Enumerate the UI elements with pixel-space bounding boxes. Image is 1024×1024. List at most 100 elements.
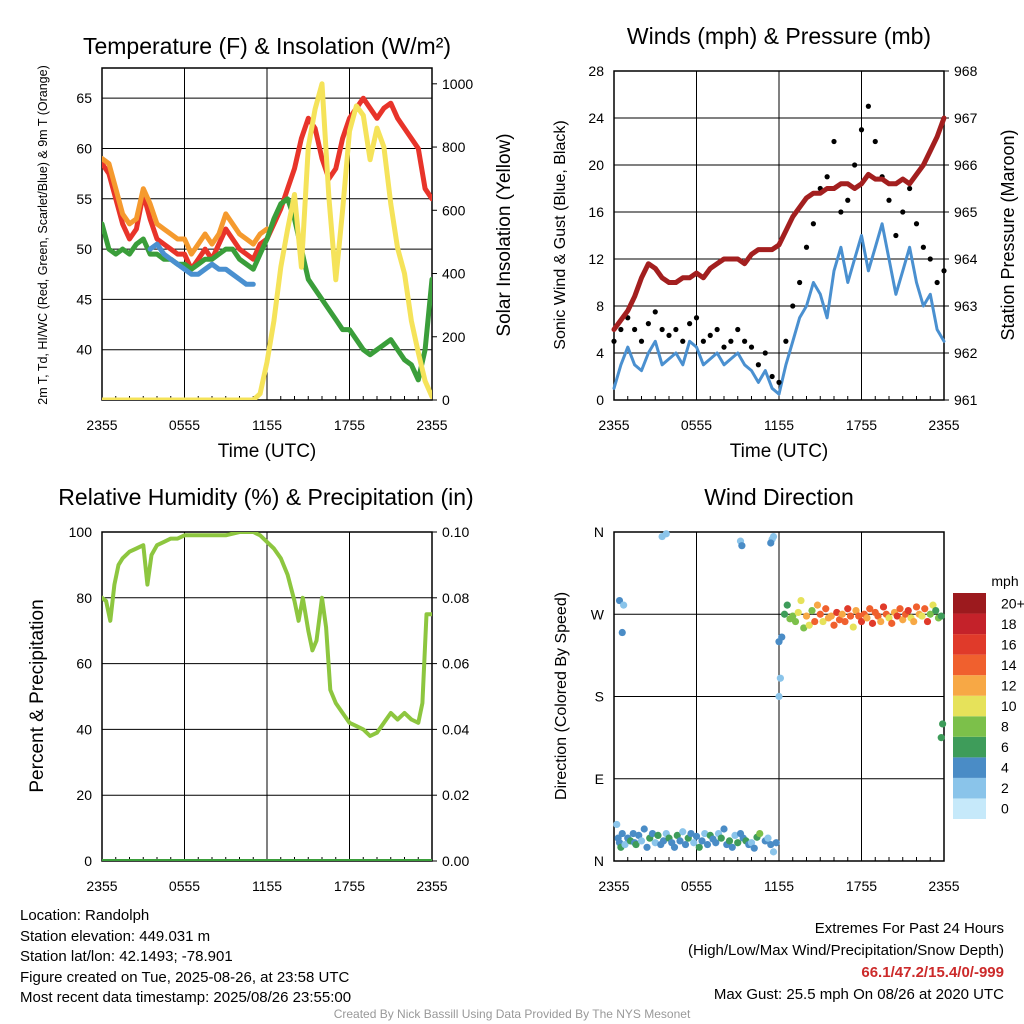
station-elevation: Station elevation: 449.031 m [20,927,211,945]
plot-area-0: 2355 0555 1155 1755 2355 40 45 50 55 60 65 0 200 400 6… [76,67,473,433]
y2-tick-label: 0.02 [442,787,469,803]
direction-point [703,840,712,849]
gust-point [618,326,624,333]
direction-point [780,610,789,618]
direction-point [819,617,827,626]
y2-tick-label: 968 [954,63,978,79]
winds-chart-ylabel: Sonic Wind & Gust (Blue, Black) [552,120,569,349]
temperature-chart-y2label: Solar Insolation (Yellow) [494,133,515,336]
direction-point [618,829,626,838]
direction-point [805,621,813,629]
direction-point [775,692,783,701]
winds-chart-xlabel: Time (UTC) [730,441,829,462]
direction-point [816,610,824,618]
y2-tick-label: 600 [442,202,466,218]
legend-swatch [953,798,986,819]
x-tick-label: 2355 [928,878,959,894]
figure-created: Figure created on Tue, 2025-08-26, at 23… [20,968,350,986]
legend-swatch [953,695,986,717]
direction-point [846,612,855,620]
direction-point [731,831,739,840]
gust-point [858,127,865,133]
gust-point [790,303,796,309]
gust-point [728,338,734,344]
series-line-2 [611,115,947,332]
direction-point [802,612,811,620]
direction-point [676,837,684,845]
direction-point [937,734,945,742]
series-line-0 [612,222,946,396]
gust-point [666,332,672,338]
x-tick-label: 1755 [334,878,365,894]
direction-point [885,614,893,622]
y-tick-label: 24 [588,110,604,126]
legend-label: 10 [1001,698,1017,714]
x-tick-label: 2355 [416,417,447,433]
series-line-1 [102,156,270,257]
y2-tick-label: 961 [954,392,978,408]
y-tick-label: 65 [76,90,92,106]
direction-point [844,605,852,613]
extremes-summary: Extremes For Past 24 Hours (High/Low/Max… [688,918,1004,1006]
gust-point [934,279,940,286]
gust-point [852,162,858,168]
legend-label: 12 [1001,677,1017,693]
y-tick-label: W [591,606,605,622]
direction-point [621,840,629,849]
x-tick-label: 1155 [252,417,282,433]
direction-point [835,616,844,624]
gust-point [748,344,755,350]
gust-point [659,326,665,333]
direction-point [651,839,659,847]
direction-point [692,832,701,840]
gust-point [913,221,920,227]
gust-point [831,138,837,145]
x-tick-label: 1755 [846,878,877,894]
temperature-chart-xlabel: Time (UTC) [218,441,317,462]
series-line-3 [147,241,256,287]
direction-point [720,825,728,833]
wind-speed-legend-title: mph [991,573,1018,589]
direction-point [772,839,780,847]
direction-point [698,837,706,845]
y-tick-label: E [595,771,604,787]
station-info: Location: Randolph Station elevation: 44… [20,906,351,1009]
y2-tick-label: 964 [954,251,978,267]
direction-point [679,828,687,836]
x-tick-label: 1755 [846,417,877,433]
gust-point [707,332,713,338]
gust-point [845,197,851,203]
gust-point [632,326,638,333]
direction-point [791,617,800,626]
y2-tick-label: 966 [954,157,978,173]
y-tick-label: 60 [76,656,92,672]
x-tick-label: 0555 [681,878,712,894]
y-tick-label: 0 [84,853,92,869]
y2-tick-label: 0.04 [442,721,469,737]
direction-point [937,612,945,620]
direction-point [690,839,698,847]
direction-point [822,605,830,613]
gust-point [680,338,686,344]
gust-point [893,232,899,239]
extremes-legend: (High/Low/Max Wind/Precipitation/Snow De… [688,942,1004,959]
y2-tick-label: 962 [954,345,978,361]
direction-point [640,825,648,833]
legend-swatch [953,654,986,676]
x-tick-label: 2355 [86,878,117,894]
direction-point [904,606,912,615]
x-tick-label: 0555 [681,417,712,433]
y-tick-label: 0 [596,392,604,408]
winds-chart-y2label: Station Pressure (Maroon) [998,129,1018,340]
wind-direction-chart-ylabel: Direction (Colored By Speed) [553,592,570,800]
gust-point [735,326,741,333]
direction-point [932,606,940,615]
gust-point [762,350,768,356]
x-tick-label: 1155 [252,878,282,894]
legend-label: 16 [1001,636,1017,652]
direction-point [750,844,758,852]
direction-point [896,605,904,613]
y-tick-label: S [595,689,604,705]
direction-point [808,606,816,615]
wind-direction-chart-title: Wind Direction [704,484,854,510]
